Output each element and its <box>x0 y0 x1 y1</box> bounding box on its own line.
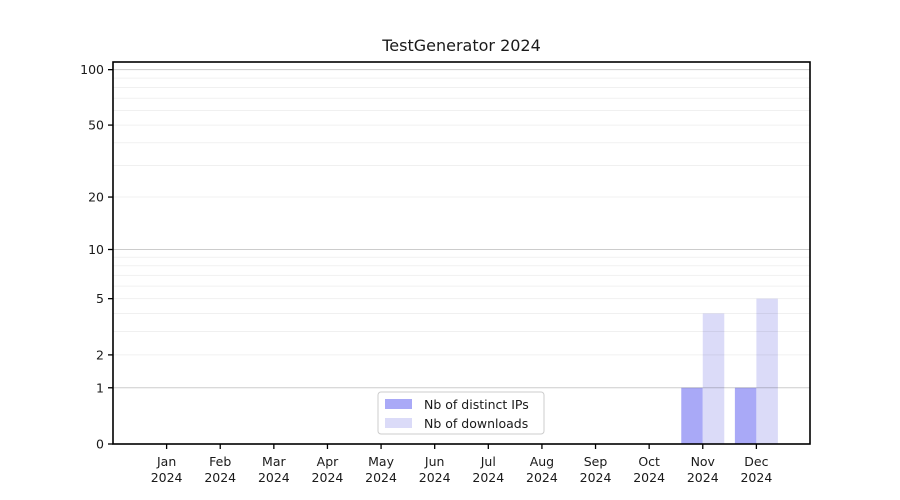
y-tick-label: 10 <box>88 242 104 257</box>
y-tick-label: 2 <box>96 347 104 362</box>
x-tick-label-year: 2024 <box>526 470 558 485</box>
x-tick-label-month: May <box>368 454 394 469</box>
x-tick-label-year: 2024 <box>365 470 397 485</box>
legend-label: Nb of distinct IPs <box>424 397 529 412</box>
bar-distinct-ips-dec <box>734 387 757 444</box>
y-tick-label: 5 <box>96 291 104 306</box>
y-tick-label: 1 <box>96 380 104 395</box>
x-tick-label-month: Aug <box>530 454 554 469</box>
x-tick-label-month: Jan <box>156 454 176 469</box>
plot-area <box>113 62 810 444</box>
y-tick-label: 50 <box>88 118 104 133</box>
x-tick-label-month: Nov <box>691 454 716 469</box>
x-tick-label-month: Oct <box>638 454 660 469</box>
bar-downloads-nov <box>702 313 725 444</box>
y-tick-label: 0 <box>96 437 104 452</box>
y-tick-label: 100 <box>80 62 104 77</box>
x-tick-label-year: 2024 <box>633 470 665 485</box>
x-tick-label-month: Apr <box>317 454 339 469</box>
bar-distinct-ips-nov <box>681 387 703 444</box>
x-tick-label-year: 2024 <box>580 470 612 485</box>
legend-swatch <box>385 418 412 428</box>
x-tick-label-year: 2024 <box>204 470 236 485</box>
x-tick-label-month: Mar <box>262 454 286 469</box>
x-tick-label-year: 2024 <box>740 470 772 485</box>
x-tick-label-year: 2024 <box>258 470 290 485</box>
x-tick-label-month: Jul <box>480 454 496 469</box>
legend-box <box>377 391 545 435</box>
x-tick-label-year: 2024 <box>419 470 451 485</box>
chart-title: TestGenerator 2024 <box>381 36 541 55</box>
x-tick-label-month: Feb <box>209 454 231 469</box>
x-tick-label-year: 2024 <box>472 470 504 485</box>
x-tick-label-month: Dec <box>744 454 768 469</box>
x-tick-label-year: 2024 <box>312 470 344 485</box>
x-tick-label-year: 2024 <box>687 470 719 485</box>
x-tick-label-year: 2024 <box>151 470 183 485</box>
legend-label: Nb of downloads <box>424 416 528 431</box>
legend-swatch <box>385 399 412 409</box>
x-tick-label-month: Sep <box>584 454 608 469</box>
y-tick-label: 20 <box>88 190 104 205</box>
bar-downloads-dec <box>756 298 778 444</box>
plot-border <box>112 61 811 445</box>
x-tick-label-month: Jun <box>424 454 445 469</box>
